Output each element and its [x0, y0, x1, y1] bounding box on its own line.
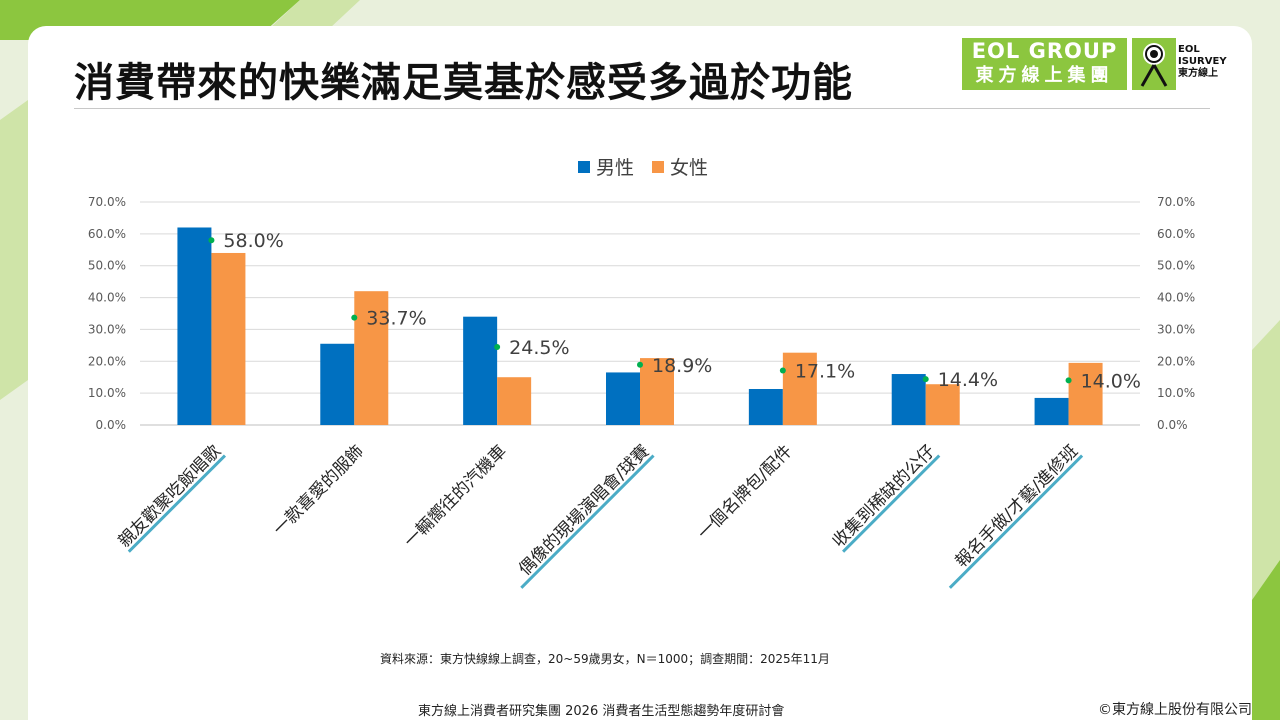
y-tick-label-left: 30.0% [88, 322, 126, 336]
source-note: 資料來源：東方快線線上調查，20~59歲男女，N＝1000；調查期間：2025年… [380, 652, 830, 666]
isurvey-logo: EOL ISURVEY 東方線上 [1132, 38, 1242, 90]
isurvey-logo-line1: EOL [1178, 44, 1200, 55]
bar-male [463, 316, 498, 425]
category-label: 親友歡聚吃飯唱歌 [115, 441, 225, 551]
bar-male [606, 372, 640, 425]
bar-male [891, 374, 926, 425]
y-tick-label-left: 60.0% [88, 227, 126, 241]
total-data-label: 24.5% [509, 337, 569, 359]
copyright-text: ©東方線上股份有限公司 [1098, 702, 1252, 718]
y-tick-label-left: 10.0% [88, 386, 126, 400]
y-tick-label-right: 20.0% [1157, 354, 1195, 368]
y-tick-label-left: 40.0% [88, 291, 126, 305]
y-tick-label-left: 0.0% [96, 418, 127, 432]
category-highlight-underline [127, 454, 227, 553]
deco-right-bottom-shape [1252, 560, 1280, 720]
category-label: 一款喜愛的服飾 [270, 441, 368, 539]
category-label: 收集到稀缺的公仔 [829, 441, 939, 551]
category-highlight-underline [520, 454, 655, 589]
eol-group-logo: EOL GROUP 東方線上集團 [962, 38, 1127, 90]
deco-top-left-pale [270, 0, 360, 28]
total-data-label: 58.0% [223, 230, 283, 252]
y-tick-label-right: 50.0% [1157, 259, 1195, 273]
page-title: 消費帶來的快樂滿足莫基於感受多過於功能 [74, 60, 853, 106]
bar-male [748, 389, 783, 425]
category-highlight-underline [842, 454, 941, 553]
eye-icon [1132, 38, 1176, 90]
bar-female [354, 291, 389, 425]
legend-label-female: 女性 [670, 157, 708, 179]
category-label: 一個名牌包/配件 [694, 441, 796, 543]
bar-female [782, 352, 817, 425]
y-tick-label-right: 0.0% [1157, 418, 1188, 432]
title-divider [74, 108, 1210, 109]
category-label: 報名手做/才藝/進修班 [952, 441, 1082, 571]
y-tick-label-left: 50.0% [88, 259, 126, 273]
bar-female [640, 358, 674, 425]
total-marker [208, 237, 215, 244]
category-label: 一輛嚮往的汽機車 [400, 441, 511, 552]
total-data-label: 14.0% [1081, 370, 1141, 392]
legend-swatch-male [578, 161, 590, 173]
total-marker [637, 361, 643, 368]
total-marker [1065, 377, 1072, 384]
footer-text: 東方線上消費者研究集團 2026 消費者生活型態趨勢年度研討會 [418, 704, 785, 719]
total-data-label: 17.1% [795, 361, 855, 383]
bar-male [1034, 397, 1069, 425]
total-data-label: 18.9% [652, 355, 712, 377]
bar-female [925, 384, 960, 425]
total-data-label: 14.4% [938, 369, 998, 391]
bar-male [177, 227, 212, 425]
bar-female [1068, 362, 1103, 425]
total-marker [351, 314, 358, 321]
legend-swatch-female [652, 161, 664, 173]
y-tick-label-right: 40.0% [1157, 291, 1195, 305]
category-label: 偶像的現場演唱會/球賽 [514, 441, 653, 580]
total-marker [494, 343, 501, 350]
isurvey-logo-line2: ISURVEY [1178, 56, 1227, 67]
category-highlight-underline [948, 454, 1084, 589]
y-tick-label-right: 70.0% [1157, 195, 1195, 209]
bar-male [320, 343, 355, 425]
legend-label-male: 男性 [596, 157, 634, 179]
isurvey-logo-line3: 東方線上 [1178, 68, 1218, 79]
bar-female [497, 377, 532, 425]
y-tick-label-right: 30.0% [1157, 322, 1195, 336]
deco-left-shape [0, 100, 28, 400]
eol-logo-line2: 東方線上集團 [975, 65, 1114, 86]
total-marker [922, 376, 929, 383]
y-tick-label-left: 70.0% [88, 195, 126, 209]
total-marker [779, 367, 786, 374]
eol-logo-line1: EOL GROUP [971, 39, 1118, 63]
y-tick-label-left: 20.0% [88, 354, 126, 368]
total-data-label: 33.7% [366, 308, 426, 330]
y-tick-label-right: 10.0% [1157, 386, 1195, 400]
bar-female [211, 252, 246, 425]
y-tick-label-right: 60.0% [1157, 227, 1195, 241]
